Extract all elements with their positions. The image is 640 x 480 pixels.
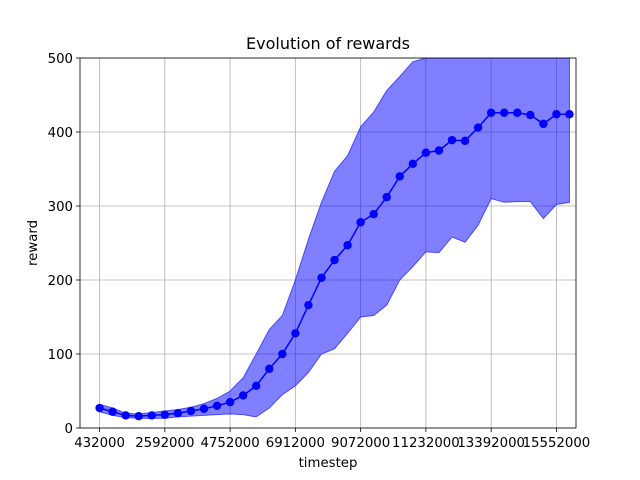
mean-reward-point — [147, 411, 156, 420]
mean-reward-point — [252, 381, 261, 391]
y-tick-label: 200 — [48, 274, 73, 289]
x-tick-label: 9072000 — [331, 436, 390, 451]
mean-reward-point — [460, 136, 470, 146]
x-tick-label: 11232000 — [392, 436, 460, 451]
mean-reward-point — [552, 110, 561, 119]
x-tick-label: 13392000 — [457, 436, 525, 451]
mean-reward-point — [500, 108, 509, 117]
mean-reward-point — [238, 391, 248, 400]
mean-reward-point — [473, 123, 483, 132]
mean-reward-point — [369, 209, 378, 219]
mean-reward-point — [121, 411, 130, 420]
y-tick-label: 0 — [65, 422, 73, 437]
mean-reward-point — [447, 135, 457, 145]
mean-reward-point — [173, 409, 183, 418]
mean-reward-point — [526, 110, 535, 120]
mean-reward-point — [356, 218, 365, 227]
mean-reward-point — [408, 159, 418, 169]
mean-reward-point — [421, 148, 431, 157]
mean-reward-point — [278, 349, 287, 359]
x-tick-label: 6912000 — [266, 436, 325, 451]
reward-std-band — [99, 58, 570, 419]
mean-reward-point — [434, 146, 444, 155]
y-tick-label: 300 — [48, 200, 73, 215]
confidence-band — [99, 58, 570, 419]
mean-reward-point — [317, 273, 326, 282]
mean-reward-point — [539, 119, 548, 129]
mean-reward-point — [486, 108, 496, 117]
mean-reward-point — [513, 108, 522, 117]
mean-reward-point — [134, 411, 143, 421]
mean-reward-point — [304, 300, 313, 310]
mean-reward-point — [382, 192, 391, 202]
y-axis-ticks: 0 100 200 300 400 500 — [48, 52, 80, 437]
x-axis-ticks: 432000 2592000 4752000 6912000 9072000 112320… — [74, 428, 590, 451]
mean-reward-point — [212, 401, 222, 410]
mean-reward-point — [395, 172, 404, 181]
y-tick-label: 400 — [48, 126, 73, 141]
y-tick-label: 100 — [48, 348, 73, 363]
mean-reward-point — [186, 406, 196, 416]
x-tick-label: 2592000 — [135, 436, 194, 451]
data-points — [95, 108, 574, 421]
x-tick-label: 432000 — [74, 436, 125, 451]
mean-reward-point — [291, 329, 300, 338]
mean-reward-point — [108, 407, 117, 416]
mean-reward-point — [265, 364, 274, 373]
y-axis-label: reward — [26, 220, 41, 266]
mean-reward-point — [225, 397, 235, 407]
mean-reward-point — [330, 255, 339, 265]
x-axis-label: timestep — [299, 456, 358, 471]
mean-reward-point — [95, 403, 104, 413]
chart-title: Evolution of rewards — [246, 34, 410, 53]
mean-reward-point — [199, 404, 209, 413]
y-tick-label: 500 — [48, 52, 73, 67]
plot-frame — [79, 57, 577, 429]
x-tick-label: 15552000 — [523, 436, 591, 451]
mean-reward-point — [565, 110, 574, 119]
mean-reward-point — [160, 410, 170, 419]
mean-reward-point — [343, 241, 352, 250]
x-tick-label: 4752000 — [200, 436, 259, 451]
